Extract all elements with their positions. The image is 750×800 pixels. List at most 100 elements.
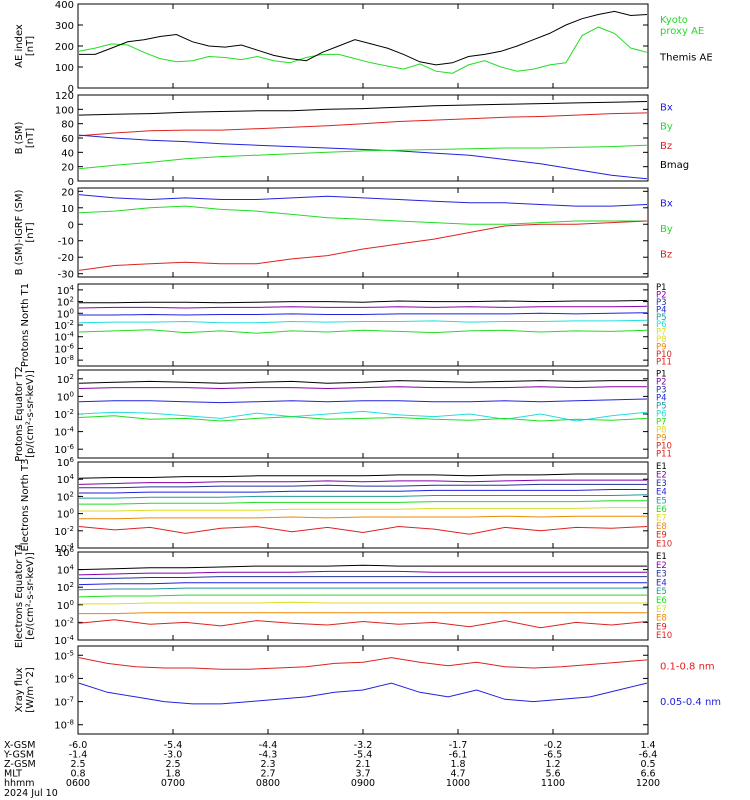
panel-frame	[77, 3, 649, 89]
ephemeris-value: 2.5	[165, 759, 180, 770]
legend-entry: P11	[656, 449, 672, 459]
y-tick-label: 300	[55, 21, 74, 32]
y-tick-label: 10-6	[54, 443, 74, 456]
y-tick-label: 60	[61, 134, 74, 145]
series-line-e8	[79, 515, 647, 520]
ephemeris-value: 1.8	[165, 769, 180, 780]
legend-entry: E4	[656, 488, 667, 498]
legend-entry: E9	[656, 531, 667, 541]
y-tick-label: 102	[57, 373, 74, 386]
y-tick-label: 0	[68, 84, 74, 95]
ephemeris-value: -6.1	[449, 750, 468, 761]
series-line-themis-ae	[79, 10, 648, 66]
series-line-e1	[78, 564, 647, 571]
legend-entry: Bmag	[660, 160, 689, 171]
legend-entry: E1	[656, 462, 667, 472]
ephemeris-value: 3.7	[355, 769, 370, 780]
legend-entry: E8	[656, 614, 667, 624]
series-line-kyoto-proxy-ae	[78, 26, 648, 74]
y-tick-label: 100	[57, 390, 74, 403]
ephemeris-value: -5.4	[354, 750, 373, 761]
y-tick-label: 10-5	[54, 649, 74, 662]
series-line-p7	[78, 415, 648, 422]
series-line-e8	[79, 612, 647, 615]
ephemeris-value: 1.4	[640, 740, 655, 751]
legend-entry: E5	[656, 587, 667, 597]
y-tick-label: 10	[61, 204, 74, 215]
series-line-by	[78, 144, 648, 170]
legend-entry: P6	[656, 320, 667, 330]
ephemeris-label-y-gsm: Y-GSM	[3, 750, 34, 761]
ephemeris-value: 6.6	[640, 769, 655, 780]
y-tick-label: -20	[58, 253, 74, 264]
y-tick-label: 20	[61, 187, 74, 198]
ephemeris-label-mlt: MLT	[4, 769, 22, 780]
legend-entry: P9	[656, 343, 667, 353]
y-tick-label: 104	[57, 564, 75, 577]
legend-entry: E8	[656, 522, 667, 532]
y-axis-label: Electrons Equator T4[e/(cm²-s-sr-keV)]	[14, 544, 36, 648]
y-tick-label: 10-4	[54, 331, 74, 344]
series-line-p6	[78, 319, 648, 324]
legend-entry: P5	[656, 401, 667, 411]
series-line-e5	[79, 494, 648, 499]
y-tick-label: 100	[57, 508, 74, 521]
legend-entry: P7	[656, 328, 667, 338]
series-line-by	[78, 205, 647, 225]
ephemeris-label-z-gsm: Z-GSM	[4, 759, 36, 770]
y-tick-label: 10-4	[54, 426, 74, 439]
ephemeris-value: 0.5	[640, 759, 655, 770]
ephemeris-value: 1.2	[545, 759, 560, 770]
series-line-e5	[78, 587, 647, 591]
ephemeris-value: -0.2	[544, 740, 563, 751]
series-line-e9	[78, 619, 648, 629]
legend-entry: 0.05-0.4 nm	[660, 697, 721, 708]
legend-entry: E4	[656, 578, 667, 588]
y-tick-label: 10-4	[54, 634, 74, 647]
legend-entry: P8	[656, 425, 667, 435]
panel-frame	[77, 461, 649, 549]
y-tick-label: 100	[57, 307, 74, 320]
plot-date: 2024 Jul 10	[4, 788, 58, 799]
ephemeris-value: 2.1	[355, 759, 370, 770]
legend-entry: E6	[656, 596, 667, 606]
ephemeris-value: 2.7	[260, 769, 275, 780]
series-line-p1	[78, 380, 647, 384]
legend-entry: P1	[656, 369, 667, 379]
legend-entry: P4	[656, 305, 667, 315]
y-tick-label: 20	[61, 163, 74, 174]
legend-entry: Bz	[660, 250, 672, 261]
ephemeris-value: -1.4	[69, 750, 88, 761]
series-line-e4	[79, 489, 647, 494]
legend-entry: P7	[656, 417, 667, 427]
series-line-p2	[78, 305, 648, 309]
series-line-bz	[78, 112, 648, 137]
y-axis-label: Xray flux[W/m^2]	[14, 667, 36, 713]
ephemeris-value: 1000	[446, 778, 470, 789]
series-line-e6	[78, 594, 647, 598]
y-tick-label: 0	[68, 177, 74, 188]
panel-8	[77, 645, 649, 735]
y-tick-label: -30	[58, 270, 74, 281]
y-tick-label: 400	[55, 0, 74, 11]
legend-entry: P11	[656, 358, 672, 368]
legend-entry: Bx	[660, 199, 673, 210]
y-tick-label: 10-2	[54, 525, 74, 538]
y-tick-label: 40	[61, 148, 74, 159]
legend-entry: P10	[656, 350, 672, 360]
series-line-bmag	[78, 101, 648, 116]
y-axis-label: B (SM)[nT]	[14, 121, 36, 154]
series-line-p7	[78, 329, 648, 334]
y-tick-label: 0	[68, 220, 74, 231]
series-line-p6	[78, 410, 648, 422]
ephemeris-value: 0600	[66, 778, 90, 789]
y-tick-label: 10-2	[54, 408, 74, 421]
panel-4	[77, 283, 649, 367]
y-tick-label: -10	[58, 237, 74, 248]
legend-entry: P8	[656, 335, 667, 345]
y-tick-label: 10-8	[54, 719, 74, 732]
series-line-p4	[79, 312, 648, 316]
panel-2	[77, 94, 649, 182]
legend-entry: E3	[656, 570, 667, 580]
ephemeris-value: 0.8	[70, 769, 85, 780]
